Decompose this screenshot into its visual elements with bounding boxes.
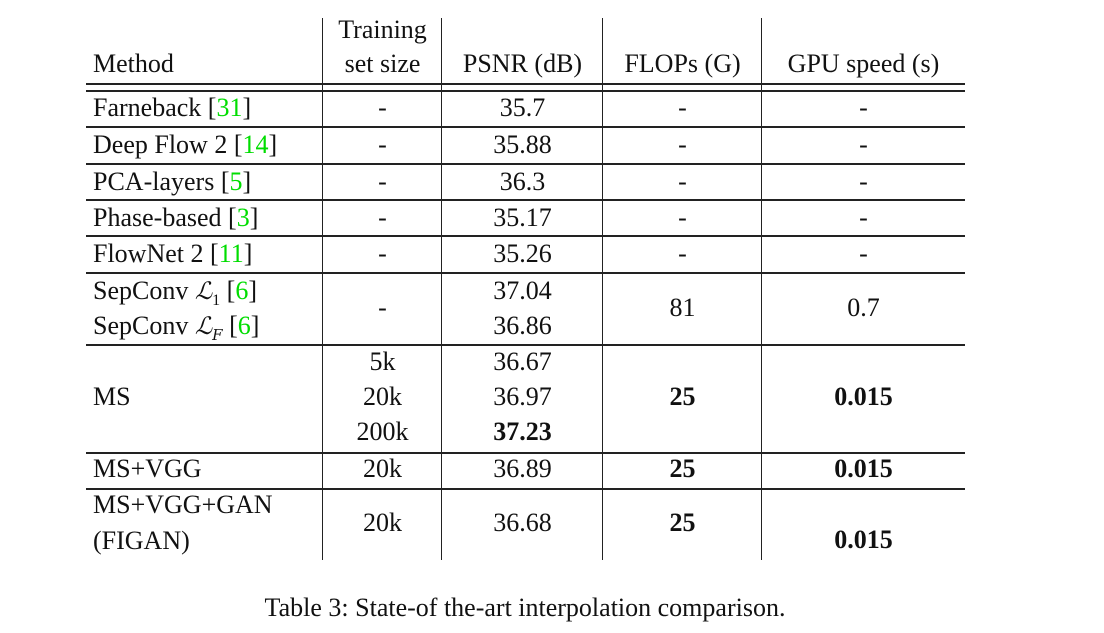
psnr-cell: 36.68 bbox=[493, 508, 552, 537]
row-rule bbox=[86, 344, 965, 346]
method-cell: Deep Flow 2 [14] bbox=[93, 130, 278, 159]
citation-link[interactable]: 6 bbox=[235, 276, 249, 305]
gpu-cell: - bbox=[859, 93, 868, 122]
psnr-cell: 35.26 bbox=[493, 239, 552, 268]
training-cell: - bbox=[378, 130, 387, 159]
gpu-cell: 0.015 bbox=[834, 525, 893, 554]
gpu-cell: - bbox=[859, 239, 868, 268]
loss-symbol: ℒ bbox=[194, 312, 213, 340]
method-cell: FlowNet 2 [11] bbox=[93, 239, 253, 268]
table-caption: Table 3: State-of the-art interpolation … bbox=[264, 593, 786, 622]
training-cell: 200k bbox=[356, 417, 409, 446]
column-divider bbox=[441, 18, 443, 560]
row-rule bbox=[86, 488, 965, 490]
flops-cell: 25 bbox=[669, 508, 696, 537]
method-cell: Phase-based [3] bbox=[93, 203, 259, 232]
header-rule bbox=[86, 83, 965, 85]
row-rule bbox=[86, 199, 965, 201]
flops-cell: 81 bbox=[669, 293, 696, 322]
method-cell-line2: (FIGAN) bbox=[93, 526, 190, 555]
method-cell: SepConv ℒF [6] bbox=[93, 311, 260, 345]
training-cell: 5k bbox=[369, 347, 396, 376]
flops-cell: 25 bbox=[669, 454, 696, 483]
header-training-line1: Training bbox=[338, 15, 427, 44]
flops-cell: - bbox=[678, 130, 687, 159]
method-cell: MS bbox=[93, 382, 131, 411]
gpu-cell: 0.015 bbox=[834, 382, 893, 411]
header-rule bbox=[86, 90, 965, 92]
flops-cell: - bbox=[678, 167, 687, 196]
row-rule bbox=[86, 272, 965, 274]
psnr-cell: 36.86 bbox=[493, 311, 552, 340]
method-name: Phase-based bbox=[93, 203, 222, 232]
training-cell: 20k bbox=[363, 454, 402, 483]
method-cell-line1: MS+VGG+GAN bbox=[93, 490, 273, 519]
flops-cell: - bbox=[678, 239, 687, 268]
header-training-line2: set size bbox=[344, 49, 421, 78]
column-divider bbox=[602, 18, 604, 560]
psnr-cell: 37.04 bbox=[493, 276, 552, 305]
loss-subscript: F bbox=[212, 326, 223, 345]
training-cell: 20k bbox=[363, 382, 402, 411]
loss-symbol: ℒ bbox=[194, 277, 213, 305]
gpu-cell: - bbox=[859, 167, 868, 196]
loss-subscript: 1 bbox=[212, 292, 221, 310]
training-cell: 20k bbox=[363, 508, 402, 537]
gpu-cell: 0.7 bbox=[847, 293, 880, 322]
training-cell: - bbox=[378, 203, 387, 232]
method-name: SepConv bbox=[93, 311, 189, 340]
header-flops: FLOPs (G) bbox=[624, 49, 741, 78]
flops-cell: - bbox=[678, 203, 687, 232]
training-cell: - bbox=[378, 293, 387, 322]
header-gpu: GPU speed (s) bbox=[787, 49, 940, 78]
row-rule bbox=[86, 452, 965, 454]
training-cell: - bbox=[378, 93, 387, 122]
header-method: Method bbox=[93, 49, 174, 78]
method-name: PCA-layers bbox=[93, 167, 215, 196]
citation-link[interactable]: 14 bbox=[242, 130, 269, 159]
row-rule bbox=[86, 126, 965, 128]
psnr-cell: 36.97 bbox=[493, 382, 552, 411]
flops-cell: 25 bbox=[669, 382, 696, 411]
citation-link[interactable]: 3 bbox=[236, 203, 250, 232]
row-rule bbox=[86, 163, 965, 165]
citation-link[interactable]: 6 bbox=[237, 311, 251, 340]
column-divider bbox=[761, 18, 763, 560]
psnr-cell: 36.67 bbox=[493, 347, 552, 376]
gpu-cell: 0.015 bbox=[834, 454, 893, 483]
psnr-cell: 35.17 bbox=[493, 203, 552, 232]
training-cell: - bbox=[378, 239, 387, 268]
gpu-cell: - bbox=[859, 130, 868, 159]
method-cell: Farneback [31] bbox=[93, 93, 252, 122]
method-cell: PCA-layers [5] bbox=[93, 167, 252, 196]
method-name: SepConv bbox=[93, 276, 189, 305]
row-rule bbox=[86, 235, 965, 237]
header-psnr: PSNR (dB) bbox=[462, 49, 583, 78]
psnr-cell: 36.3 bbox=[499, 167, 546, 196]
citation-link[interactable]: 5 bbox=[229, 167, 243, 196]
flops-cell: - bbox=[678, 93, 687, 122]
citation-link[interactable]: 31 bbox=[216, 93, 243, 122]
training-cell: - bbox=[378, 167, 387, 196]
method-name: Deep Flow 2 bbox=[93, 130, 228, 159]
psnr-cell: 35.7 bbox=[499, 93, 546, 122]
method-name: Farneback bbox=[93, 93, 202, 122]
citation-link[interactable]: 11 bbox=[218, 239, 244, 268]
method-cell: MS+VGG bbox=[93, 454, 202, 483]
method-cell: SepConv ℒ1 [6] bbox=[93, 276, 257, 310]
psnr-cell: 36.89 bbox=[493, 454, 552, 483]
column-divider bbox=[322, 18, 324, 560]
psnr-cell: 35.88 bbox=[493, 130, 552, 159]
gpu-cell: - bbox=[859, 203, 868, 232]
psnr-cell-best: 37.23 bbox=[493, 417, 552, 446]
method-name: FlowNet 2 bbox=[93, 239, 204, 268]
